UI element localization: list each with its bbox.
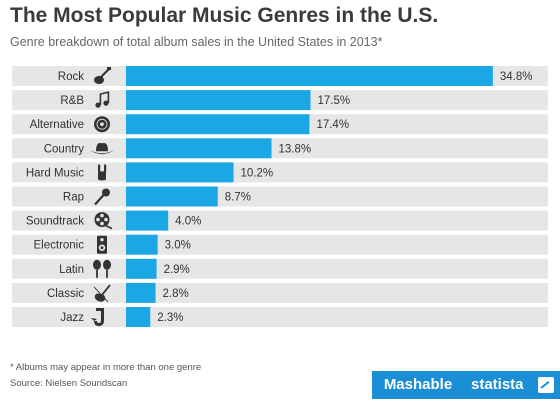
row-background: [12, 307, 548, 327]
bar: [126, 138, 272, 159]
speaker-icon: [97, 235, 107, 254]
value-label: 2.3%: [157, 312, 183, 324]
category-label: Rap: [63, 192, 84, 204]
bar: [126, 162, 234, 183]
category-label: Country: [44, 143, 85, 155]
violin-icon: [93, 284, 111, 303]
footnote: * Albums may appear in more than one gen…: [10, 362, 202, 373]
value-label: 2.9%: [164, 264, 190, 276]
statista-logo[interactable]: statista: [464, 371, 560, 399]
statista-logo-text: statista: [471, 376, 524, 393]
category-label: Soundtrack: [26, 216, 84, 228]
row-background: [12, 186, 548, 207]
bar: [126, 210, 169, 231]
film-reel-icon: [94, 212, 113, 230]
row-background: [12, 210, 548, 231]
row-background: [12, 258, 548, 279]
bar: [126, 90, 311, 111]
statista-mark-icon: [538, 377, 554, 393]
bar: [126, 66, 493, 86]
value-label: 8.7%: [225, 192, 251, 204]
bar: [126, 186, 218, 207]
value-label: 34.8%: [500, 71, 533, 83]
category-label: Classic: [47, 288, 84, 300]
microphone-icon: [94, 188, 110, 206]
category-label: Rock: [58, 71, 84, 83]
value-label: 2.8%: [163, 288, 189, 300]
vinyl-record-icon: [94, 116, 110, 133]
value-label: 13.8%: [278, 143, 311, 155]
value-label: 4.0%: [175, 216, 201, 228]
value-label: 10.2%: [241, 167, 274, 179]
bar: [126, 282, 156, 303]
value-label: 17.4%: [316, 119, 349, 131]
rock-hand-icon: [98, 164, 107, 181]
maracas-icon: [93, 259, 111, 278]
value-label: 17.5%: [318, 95, 351, 107]
music-note-icon: [95, 91, 110, 108]
chart-subtitle: Genre breakdown of total album sales in …: [10, 35, 383, 49]
category-label: Latin: [59, 264, 84, 276]
electric-guitar-icon: [94, 67, 111, 84]
saxophone-icon: [91, 308, 104, 326]
category-label: Jazz: [60, 312, 84, 324]
row-background: [12, 234, 548, 255]
bar: [126, 258, 157, 279]
bar: [126, 114, 310, 135]
row-background: [12, 282, 548, 303]
category-label: R&B: [60, 95, 84, 107]
category-label: Alternative: [30, 119, 84, 131]
bar: [126, 234, 158, 255]
source-note: Source: Nielsen Soundscan: [10, 378, 128, 389]
mashable-logo[interactable]: Mashable: [372, 371, 464, 399]
category-label: Electronic: [34, 240, 85, 252]
value-label: 3.0%: [165, 240, 191, 252]
category-label: Hard Music: [26, 167, 84, 179]
row-background: [12, 162, 548, 183]
cowboy-hat-icon: [90, 142, 114, 155]
bar: [126, 307, 151, 327]
chart-title: The Most Popular Music Genres in the U.S…: [10, 4, 439, 27]
